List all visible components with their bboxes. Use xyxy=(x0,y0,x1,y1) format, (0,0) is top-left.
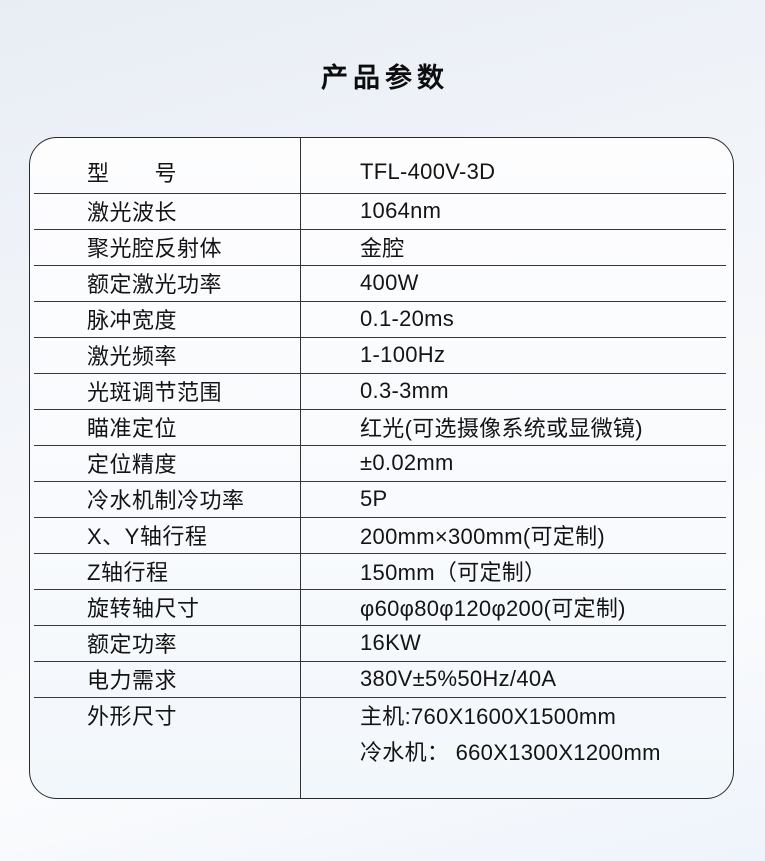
spec-label: 电力需求 xyxy=(87,668,178,693)
spec-value-line: ±0.02mm xyxy=(360,450,454,475)
spec-value: 1064nm xyxy=(301,198,733,224)
table-row: 定位精度 ±0.02mm xyxy=(30,445,733,481)
spec-value-line: 主机:760X1600X1500mm xyxy=(360,704,617,729)
spec-label: 瞄准定位 xyxy=(87,416,178,441)
table-row: 激光波长 1064nm xyxy=(30,193,733,229)
spec-value: 150mm（可定制） xyxy=(301,555,733,587)
spec-table-rows: 型 号 TFL-400V-3D 激光波长 1064nm 聚光腔反射体 金腔 额定… xyxy=(30,138,733,798)
spec-label: 外形尺寸 xyxy=(87,704,178,729)
column-divider xyxy=(300,138,301,798)
spec-value: 200mm×300mm(可定制) xyxy=(301,519,733,551)
table-row: X、Y轴行程 200mm×300mm(可定制) xyxy=(30,517,733,553)
spec-value-line: 5P xyxy=(360,486,388,511)
spec-value: 主机:760X1600X1500mm 冷水机： 660X1300X1200mm xyxy=(301,697,733,771)
table-row: 冷水机制冷功率 5P xyxy=(30,481,733,517)
spec-label: 旋转轴尺寸 xyxy=(87,596,200,621)
spec-value-line: 150mm（可定制） xyxy=(360,560,547,585)
table-row: 额定功率 16KW xyxy=(30,625,733,661)
spec-label: 额定激光功率 xyxy=(87,272,223,297)
spec-value: 16KW xyxy=(301,630,733,656)
spec-value: 0.1-20ms xyxy=(301,306,733,332)
table-row: 旋转轴尺寸 φ60φ80φ120φ200(可定制) xyxy=(30,589,733,625)
spec-value: 380V±5%50Hz/40A xyxy=(301,666,733,692)
spec-label: 光斑调节范围 xyxy=(87,380,223,405)
spec-value: 红光(可选摄像系统或显微镜) xyxy=(301,411,733,443)
spec-label: 聚光腔反射体 xyxy=(87,236,223,261)
spec-value-line: 1-100Hz xyxy=(360,342,446,367)
spec-value: φ60φ80φ120φ200(可定制) xyxy=(301,591,733,623)
spec-value: TFL-400V-3D xyxy=(301,159,733,185)
spec-value: 0.3-3mm xyxy=(301,378,733,404)
spec-value-line: 380V±5%50Hz/40A xyxy=(360,666,557,691)
spec-value-line: 1064nm xyxy=(360,198,442,223)
spec-table: 型 号 TFL-400V-3D 激光波长 1064nm 聚光腔反射体 金腔 额定… xyxy=(29,137,734,799)
spec-label: 脉冲宽度 xyxy=(87,308,178,333)
spec-value-line: 0.1-20ms xyxy=(360,306,455,331)
table-row: 外形尺寸 主机:760X1600X1500mm 冷水机： 660X1300X120… xyxy=(30,697,733,798)
spec-label: 激光频率 xyxy=(87,344,178,369)
spec-value: 金腔 xyxy=(301,231,733,263)
spec-value-line: φ60φ80φ120φ200(可定制) xyxy=(360,596,626,621)
spec-value-line: TFL-400V-3D xyxy=(360,158,496,184)
table-row: 光斑调节范围 0.3-3mm xyxy=(30,373,733,409)
table-row: 脉冲宽度 0.1-20ms xyxy=(30,301,733,337)
table-row: 型 号 TFL-400V-3D xyxy=(30,138,733,193)
spec-value-line: 16KW xyxy=(360,630,422,655)
spec-label: 额定功率 xyxy=(87,632,178,657)
page-title: 产品参数 xyxy=(321,63,449,93)
spec-value-line: 冷水机： 660X1300X1200mm xyxy=(360,740,661,765)
spec-value-line: 400W xyxy=(360,270,419,295)
spec-label: 定位精度 xyxy=(87,452,178,477)
spec-value-line: 金腔 xyxy=(360,236,405,261)
spec-value-line: 红光(可选摄像系统或显微镜) xyxy=(360,416,643,441)
spec-label: X、Y轴行程 xyxy=(87,524,208,549)
table-row: Z轴行程 150mm（可定制） xyxy=(30,553,733,589)
spec-label: Z轴行程 xyxy=(87,560,169,585)
table-row: 聚光腔反射体 金腔 xyxy=(30,229,733,265)
table-row: 额定激光功率 400W xyxy=(30,265,733,301)
spec-value: 1-100Hz xyxy=(301,342,733,368)
spec-value: 5P xyxy=(301,486,733,512)
spec-value-line: 0.3-3mm xyxy=(360,378,449,403)
table-row: 电力需求 380V±5%50Hz/40A xyxy=(30,661,733,697)
spec-value-line: 200mm×300mm(可定制) xyxy=(360,524,606,549)
table-row: 激光频率 1-100Hz xyxy=(30,337,733,373)
spec-value: ±0.02mm xyxy=(301,450,733,476)
table-row: 瞄准定位 红光(可选摄像系统或显微镜) xyxy=(30,409,733,445)
spec-label: 型 号 xyxy=(87,160,178,186)
spec-label: 激光波长 xyxy=(87,200,178,225)
spec-label: 冷水机制冷功率 xyxy=(87,488,245,513)
spec-value: 400W xyxy=(301,270,733,296)
